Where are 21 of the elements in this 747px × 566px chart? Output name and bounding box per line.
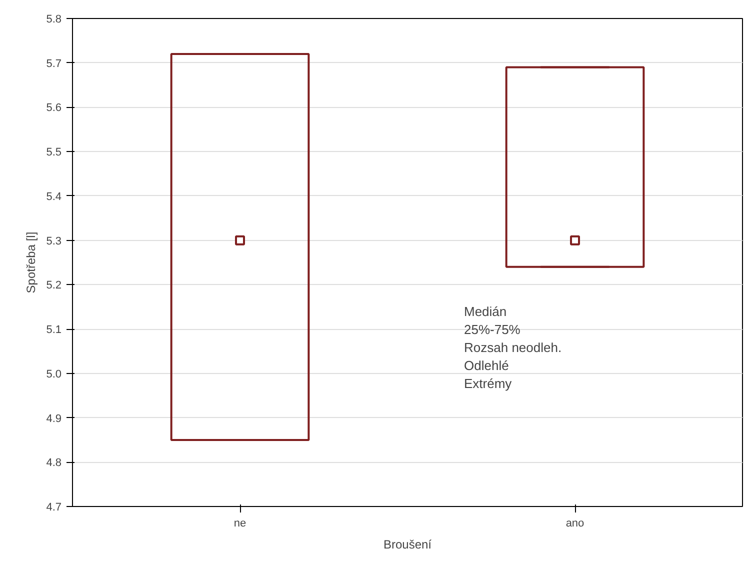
y-tick-label: 5.3 [46, 235, 62, 248]
annotation: Rozsah neodleh. [464, 340, 562, 354]
y-tick-label: 5.1 [46, 324, 62, 336]
y-tick-label: 5.2 [46, 280, 62, 292]
y-tick-label: 4.8 [46, 457, 62, 470]
y-tick-label: 5.4 [46, 190, 62, 203]
annotation: Medián [464, 304, 507, 318]
y-tick-label: 4.7 [46, 502, 62, 514]
y-axis-title: Spotřeba [l] [24, 232, 38, 294]
y-tick-label: 5.6 [46, 102, 62, 114]
y-tick-label: 5.8 [46, 14, 62, 26]
x-axis-title: Broušení [383, 538, 432, 552]
x-tick-label: ne [234, 518, 246, 530]
annotation: 25%-75% [464, 322, 520, 336]
y-tick-label: 4.9 [46, 412, 62, 425]
y-tick-label: 5.0 [46, 368, 62, 380]
annotation: Odlehlé [464, 358, 509, 372]
y-tick-label: 5.7 [46, 58, 62, 70]
y-tick-label: 5.5 [46, 146, 62, 159]
annotation: Extrémy [464, 376, 512, 390]
x-tick-label: ano [566, 518, 584, 530]
